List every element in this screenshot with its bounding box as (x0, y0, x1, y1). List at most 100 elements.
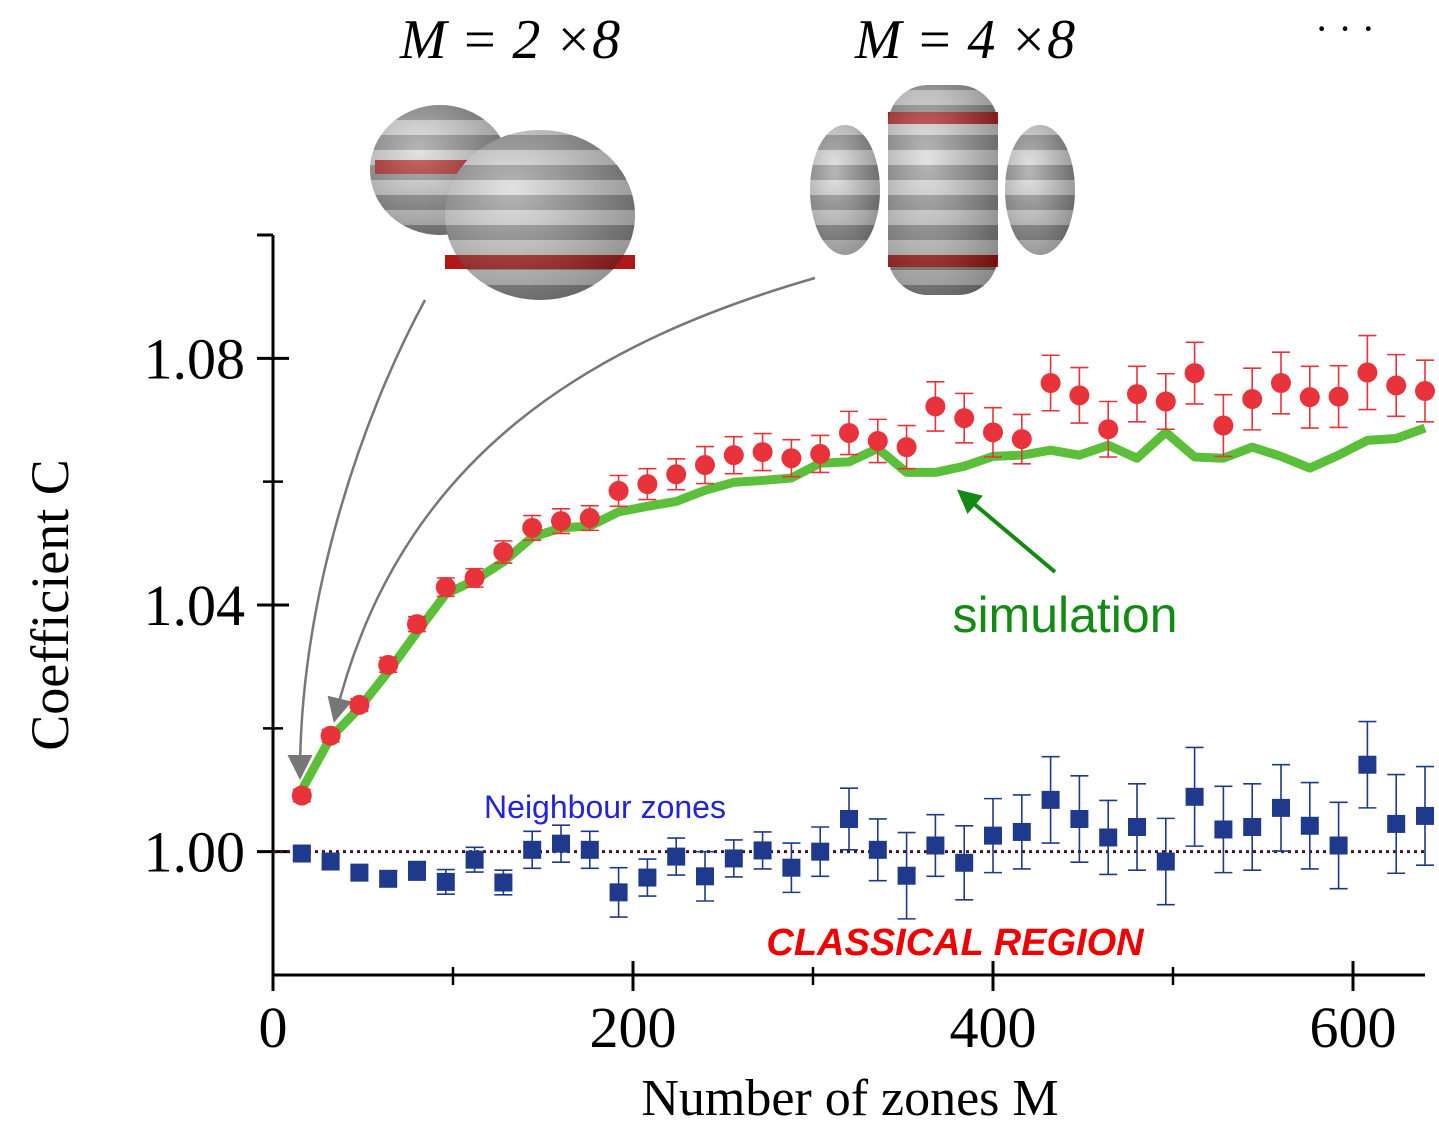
circle-marker (551, 511, 571, 531)
annotation: M = 2 ×8 (399, 9, 620, 71)
circle-marker (1156, 392, 1176, 412)
x-tick-label: 600 (1310, 995, 1397, 1060)
square-marker (581, 841, 599, 859)
circle-marker (1213, 416, 1233, 436)
circle-marker (637, 474, 657, 494)
circle-marker (1069, 385, 1089, 405)
circle-marker (580, 508, 600, 528)
circle-marker (1012, 429, 1032, 449)
annotation: CLASSICAL REGION (766, 922, 1145, 964)
circle-marker (1386, 375, 1406, 395)
square-marker (725, 849, 743, 867)
square-marker (840, 810, 858, 828)
square-marker (350, 864, 368, 882)
circle-marker (407, 614, 427, 634)
series-label: Neighbour zones (484, 789, 726, 825)
square-marker (466, 851, 484, 869)
square-marker (1330, 837, 1348, 855)
simulation-line (302, 428, 1425, 790)
circle-marker (925, 396, 945, 416)
y-axis-label: Coefficient C (20, 459, 80, 750)
x-tick-label: 0 (259, 995, 288, 1060)
square-marker (1042, 791, 1060, 809)
square-marker (1301, 817, 1319, 835)
circle-marker (522, 518, 542, 538)
square-marker (1416, 807, 1434, 825)
square-marker (1128, 818, 1146, 836)
square-marker (1214, 820, 1232, 838)
circle-marker (753, 442, 773, 462)
square-marker (984, 827, 1002, 845)
circle-marker (493, 542, 513, 562)
square-marker (610, 883, 628, 901)
square-marker (293, 845, 311, 863)
y-tick-label: 1.00 (144, 820, 246, 885)
square-marker (782, 859, 800, 877)
circle-marker (810, 444, 830, 464)
annotation: M = 4 ×8 (854, 9, 1075, 71)
circle-marker (897, 437, 917, 457)
square-marker (1157, 853, 1175, 871)
square-marker (322, 853, 340, 871)
page: M = 2 ×8 M = 4 ×8 · · · CLASSICAL REGION… (0, 0, 1439, 1144)
circle-marker (1041, 373, 1061, 393)
circle-marker (292, 786, 312, 806)
square-marker (1013, 823, 1031, 841)
sphere-2x8 (370, 105, 635, 300)
circle-marker (954, 408, 974, 428)
x-tick-label: 400 (950, 995, 1037, 1060)
square-marker (754, 841, 772, 859)
square-marker (696, 867, 714, 885)
square-marker (638, 869, 656, 887)
square-marker (1272, 799, 1290, 817)
square-marker (379, 870, 397, 888)
square-marker (811, 843, 829, 861)
sphere-4x8 (810, 85, 1075, 295)
square-marker (869, 841, 887, 859)
circle-marker (839, 423, 859, 443)
square-marker (552, 835, 570, 853)
x-tick-label: 200 (590, 995, 677, 1060)
square-marker (1099, 828, 1117, 846)
x-axis-label: Number of zones M (641, 1070, 1058, 1127)
chart: M = 2 ×8 M = 4 ×8 · · · CLASSICAL REGION… (0, 0, 1439, 1144)
square-marker (667, 848, 685, 866)
square-marker (1070, 810, 1088, 828)
series-label: simulation (952, 587, 1177, 643)
circle-marker (724, 445, 744, 465)
square-marker (898, 867, 916, 885)
circle-marker (983, 422, 1003, 442)
square-marker (1186, 788, 1204, 806)
circle-marker (378, 655, 398, 675)
circle-marker (1127, 384, 1147, 404)
circle-marker (781, 448, 801, 468)
square-marker (1243, 818, 1261, 836)
circle-marker (465, 568, 485, 588)
square-marker (408, 862, 426, 880)
circle-marker (695, 455, 715, 475)
circle-marker (321, 726, 341, 746)
circle-marker (1329, 387, 1349, 407)
circle-marker (436, 577, 456, 597)
circle-marker (666, 464, 686, 484)
square-marker (955, 854, 973, 872)
circle-marker (1300, 387, 1320, 407)
y-tick-label: 1.04 (144, 573, 246, 638)
circle-marker (1271, 373, 1291, 393)
pointer-arrow (960, 492, 1055, 572)
circle-marker (1357, 363, 1377, 383)
circle-marker (609, 481, 629, 501)
circle-marker (1415, 381, 1435, 401)
square-marker (1358, 756, 1376, 774)
circle-marker (349, 695, 369, 715)
y-tick-label: 1.08 (144, 326, 246, 391)
square-marker (437, 873, 455, 891)
circle-marker (1185, 363, 1205, 383)
square-marker (523, 841, 541, 859)
circle-marker (1098, 419, 1118, 439)
annotation: · · · (1315, 6, 1375, 51)
circle-marker (1242, 389, 1262, 409)
square-marker (1387, 815, 1405, 833)
square-marker (926, 837, 944, 855)
square-marker (494, 874, 512, 892)
